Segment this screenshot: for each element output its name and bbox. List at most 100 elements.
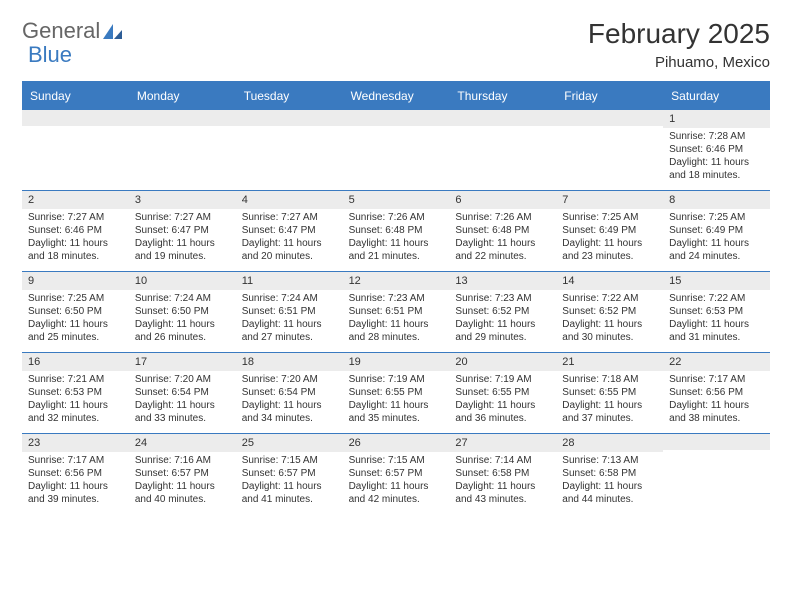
day-line: Daylight: 11 hours and 42 minutes. <box>349 480 444 506</box>
day-number: 28 <box>556 434 663 452</box>
day-line: Sunrise: 7:13 AM <box>562 454 657 467</box>
day-cell: 20Sunrise: 7:19 AMSunset: 6:55 PMDayligh… <box>449 353 556 433</box>
day-line: Sunset: 6:49 PM <box>562 224 657 237</box>
title-block: February 2025 Pihuamo, Mexico <box>588 18 770 71</box>
day-number: 11 <box>236 272 343 290</box>
day-body: Sunrise: 7:22 AMSunset: 6:53 PMDaylight:… <box>663 290 770 350</box>
day-number: 10 <box>129 272 236 290</box>
day-line: Sunrise: 7:27 AM <box>242 211 337 224</box>
day-line: Sunrise: 7:22 AM <box>562 292 657 305</box>
day-header: Sunday <box>22 83 129 109</box>
day-line: Daylight: 11 hours and 28 minutes. <box>349 318 444 344</box>
day-body: Sunrise: 7:23 AMSunset: 6:52 PMDaylight:… <box>449 290 556 350</box>
day-line: Sunset: 6:51 PM <box>349 305 444 318</box>
day-body: Sunrise: 7:25 AMSunset: 6:49 PMDaylight:… <box>663 209 770 269</box>
calendar: SundayMondayTuesdayWednesdayThursdayFrid… <box>22 81 770 514</box>
day-number: 24 <box>129 434 236 452</box>
day-line: Sunrise: 7:20 AM <box>135 373 230 386</box>
week-row: 2Sunrise: 7:27 AMSunset: 6:46 PMDaylight… <box>22 190 770 271</box>
day-cell <box>129 110 236 190</box>
day-number: 22 <box>663 353 770 371</box>
day-number: 5 <box>343 191 450 209</box>
day-cell: 18Sunrise: 7:20 AMSunset: 6:54 PMDayligh… <box>236 353 343 433</box>
day-line: Daylight: 11 hours and 39 minutes. <box>28 480 123 506</box>
location: Pihuamo, Mexico <box>588 54 770 71</box>
day-line: Sunrise: 7:23 AM <box>455 292 550 305</box>
day-cell: 23Sunrise: 7:17 AMSunset: 6:56 PMDayligh… <box>22 434 129 514</box>
day-body: Sunrise: 7:20 AMSunset: 6:54 PMDaylight:… <box>236 371 343 431</box>
month-title: February 2025 <box>588 18 770 50</box>
day-number: 15 <box>663 272 770 290</box>
day-cell: 26Sunrise: 7:15 AMSunset: 6:57 PMDayligh… <box>343 434 450 514</box>
day-line: Sunset: 6:54 PM <box>135 386 230 399</box>
day-line: Sunrise: 7:25 AM <box>669 211 764 224</box>
day-cell: 3Sunrise: 7:27 AMSunset: 6:47 PMDaylight… <box>129 191 236 271</box>
day-number: 13 <box>449 272 556 290</box>
day-number: 19 <box>343 353 450 371</box>
day-line: Daylight: 11 hours and 25 minutes. <box>28 318 123 344</box>
day-line: Sunset: 6:57 PM <box>135 467 230 480</box>
day-line: Daylight: 11 hours and 40 minutes. <box>135 480 230 506</box>
day-cell <box>22 110 129 190</box>
day-cell <box>236 110 343 190</box>
day-line: Daylight: 11 hours and 29 minutes. <box>455 318 550 344</box>
day-line: Daylight: 11 hours and 27 minutes. <box>242 318 337 344</box>
day-body <box>449 126 556 134</box>
day-header: Wednesday <box>343 83 450 109</box>
day-line: Sunrise: 7:15 AM <box>349 454 444 467</box>
day-line: Sunset: 6:50 PM <box>28 305 123 318</box>
day-body: Sunrise: 7:20 AMSunset: 6:54 PMDaylight:… <box>129 371 236 431</box>
day-line: Daylight: 11 hours and 22 minutes. <box>455 237 550 263</box>
day-body: Sunrise: 7:24 AMSunset: 6:51 PMDaylight:… <box>236 290 343 350</box>
day-body: Sunrise: 7:16 AMSunset: 6:57 PMDaylight:… <box>129 452 236 512</box>
day-line: Sunset: 6:49 PM <box>669 224 764 237</box>
day-cell: 12Sunrise: 7:23 AMSunset: 6:51 PMDayligh… <box>343 272 450 352</box>
day-line: Sunset: 6:53 PM <box>28 386 123 399</box>
day-body <box>556 126 663 134</box>
day-line: Sunrise: 7:26 AM <box>349 211 444 224</box>
day-line: Sunrise: 7:24 AM <box>242 292 337 305</box>
day-body: Sunrise: 7:23 AMSunset: 6:51 PMDaylight:… <box>343 290 450 350</box>
day-cell: 24Sunrise: 7:16 AMSunset: 6:57 PMDayligh… <box>129 434 236 514</box>
day-line: Sunrise: 7:17 AM <box>669 373 764 386</box>
day-cell: 11Sunrise: 7:24 AMSunset: 6:51 PMDayligh… <box>236 272 343 352</box>
week-row: 9Sunrise: 7:25 AMSunset: 6:50 PMDaylight… <box>22 271 770 352</box>
day-line: Sunset: 6:47 PM <box>135 224 230 237</box>
day-cell: 4Sunrise: 7:27 AMSunset: 6:47 PMDaylight… <box>236 191 343 271</box>
day-line: Sunrise: 7:25 AM <box>562 211 657 224</box>
day-body: Sunrise: 7:25 AMSunset: 6:50 PMDaylight:… <box>22 290 129 350</box>
day-body: Sunrise: 7:21 AMSunset: 6:53 PMDaylight:… <box>22 371 129 431</box>
day-number: 18 <box>236 353 343 371</box>
day-cell: 5Sunrise: 7:26 AMSunset: 6:48 PMDaylight… <box>343 191 450 271</box>
day-line: Sunrise: 7:18 AM <box>562 373 657 386</box>
day-line: Sunset: 6:56 PM <box>28 467 123 480</box>
day-line: Sunrise: 7:25 AM <box>28 292 123 305</box>
day-line: Sunrise: 7:27 AM <box>28 211 123 224</box>
day-header: Tuesday <box>236 83 343 109</box>
day-number: 12 <box>343 272 450 290</box>
day-number: 6 <box>449 191 556 209</box>
day-number <box>129 110 236 126</box>
day-cell: 19Sunrise: 7:19 AMSunset: 6:55 PMDayligh… <box>343 353 450 433</box>
day-line: Sunset: 6:58 PM <box>562 467 657 480</box>
week-row: 23Sunrise: 7:17 AMSunset: 6:56 PMDayligh… <box>22 433 770 514</box>
day-line: Sunrise: 7:19 AM <box>349 373 444 386</box>
day-body: Sunrise: 7:28 AMSunset: 6:46 PMDaylight:… <box>663 128 770 188</box>
day-number <box>663 434 770 450</box>
day-number: 1 <box>663 110 770 128</box>
day-line: Daylight: 11 hours and 37 minutes. <box>562 399 657 425</box>
day-line: Daylight: 11 hours and 36 minutes. <box>455 399 550 425</box>
day-line: Daylight: 11 hours and 32 minutes. <box>28 399 123 425</box>
day-body <box>663 450 770 458</box>
day-body: Sunrise: 7:18 AMSunset: 6:55 PMDaylight:… <box>556 371 663 431</box>
day-line: Daylight: 11 hours and 24 minutes. <box>669 237 764 263</box>
day-line: Sunrise: 7:27 AM <box>135 211 230 224</box>
day-number: 4 <box>236 191 343 209</box>
day-line: Sunset: 6:55 PM <box>349 386 444 399</box>
day-cell: 22Sunrise: 7:17 AMSunset: 6:56 PMDayligh… <box>663 353 770 433</box>
logo: General <box>22 18 124 44</box>
day-line: Sunrise: 7:24 AM <box>135 292 230 305</box>
day-cell: 16Sunrise: 7:21 AMSunset: 6:53 PMDayligh… <box>22 353 129 433</box>
day-cell: 27Sunrise: 7:14 AMSunset: 6:58 PMDayligh… <box>449 434 556 514</box>
day-number: 17 <box>129 353 236 371</box>
